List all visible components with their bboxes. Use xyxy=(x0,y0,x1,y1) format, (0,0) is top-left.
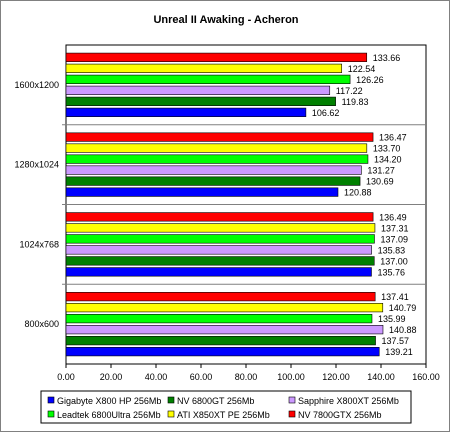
bar xyxy=(65,234,375,244)
category-label: 1280x1024 xyxy=(14,160,59,170)
value-label: 126.26 xyxy=(356,75,384,85)
value-label: 137.09 xyxy=(380,234,408,244)
bar xyxy=(65,245,372,255)
bar xyxy=(65,336,376,346)
value-label: 133.70 xyxy=(373,144,401,154)
legend-swatch xyxy=(167,396,175,404)
chart-title: Unreal II Awaking - Acheron xyxy=(153,14,298,26)
value-label: 140.88 xyxy=(389,325,417,335)
value-label: 130.69 xyxy=(366,177,394,187)
bar xyxy=(65,256,375,266)
x-tick-label: 40.00 xyxy=(145,372,168,382)
value-label: 119.83 xyxy=(342,97,369,107)
legend-label: Leadtek 6800Ultra 256Mb xyxy=(57,410,161,420)
bar xyxy=(65,325,384,335)
value-label: 136.49 xyxy=(379,212,407,222)
value-label: 135.76 xyxy=(377,267,405,277)
category-label: 800x600 xyxy=(24,319,59,329)
value-label: 120.88 xyxy=(344,188,372,198)
bar xyxy=(65,143,368,153)
legend-swatch xyxy=(288,410,296,418)
value-label: 139.21 xyxy=(385,347,413,357)
value-label: 135.99 xyxy=(378,314,406,324)
bar xyxy=(65,63,343,73)
value-label: 131.27 xyxy=(367,166,395,176)
legend-swatch xyxy=(47,396,55,404)
value-label: 140.79 xyxy=(389,303,417,313)
legend-label: NV 7800GTX 256Mb xyxy=(298,410,382,420)
bar xyxy=(65,176,361,186)
bar xyxy=(65,132,374,142)
x-tick-label: 60.00 xyxy=(190,372,213,382)
x-tick-label: 140.00 xyxy=(367,372,395,382)
bar xyxy=(65,267,372,277)
legend-box xyxy=(40,390,412,424)
x-tick-label: 20.00 xyxy=(100,372,123,382)
value-label: 136.47 xyxy=(379,133,407,143)
x-tick-label: 160.00 xyxy=(412,372,440,382)
bar xyxy=(65,165,362,175)
x-tick-label: 0.00 xyxy=(57,372,75,382)
legend-label: Sapphire X800XT 256Mb xyxy=(298,396,399,406)
bar xyxy=(65,303,384,313)
value-label: 117.22 xyxy=(336,86,363,96)
x-tick-label: 80.00 xyxy=(235,372,258,382)
bar xyxy=(65,347,380,357)
bar xyxy=(65,292,376,302)
legend-label: NV 6800GT 256Mb xyxy=(177,396,254,406)
legend-label: Gigabyte X800 HP 256Mb xyxy=(57,396,161,406)
bar xyxy=(65,223,376,233)
value-label: 134.20 xyxy=(374,155,402,165)
legend-swatch xyxy=(288,396,296,404)
bar xyxy=(65,212,374,222)
value-label: 133.66 xyxy=(373,53,401,63)
legend-swatch xyxy=(167,410,175,418)
bar xyxy=(65,107,307,117)
x-tick-label: 120.00 xyxy=(322,372,350,382)
value-label: 137.57 xyxy=(382,336,410,346)
value-label: 135.83 xyxy=(378,245,406,255)
bar xyxy=(65,74,351,84)
bar xyxy=(65,314,373,324)
bar xyxy=(65,96,336,106)
legend-label: ATI X850XT PE 256Mb xyxy=(177,410,270,420)
bar xyxy=(65,154,369,164)
x-tick-label: 100.00 xyxy=(277,372,305,382)
value-label: 122.54 xyxy=(348,64,376,74)
value-label: 137.31 xyxy=(381,223,409,233)
legend-swatch xyxy=(47,410,55,418)
category-label: 1024x768 xyxy=(19,239,59,249)
value-label: 137.00 xyxy=(380,256,408,266)
value-label: 106.62 xyxy=(312,108,340,118)
value-label: 137.41 xyxy=(381,292,409,302)
bar xyxy=(65,187,339,197)
bar xyxy=(65,85,331,95)
category-label: 1600x1200 xyxy=(14,80,59,90)
bar xyxy=(65,52,368,62)
